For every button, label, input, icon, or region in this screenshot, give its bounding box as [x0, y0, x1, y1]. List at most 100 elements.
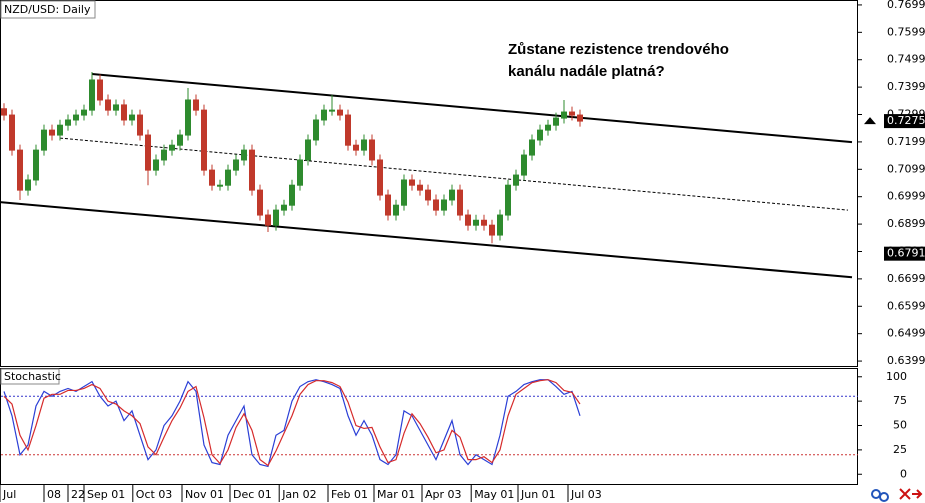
candle-body [153, 159, 159, 171]
candle-body [25, 179, 31, 191]
candle-body [441, 199, 447, 211]
candle-body [49, 129, 55, 136]
price-label: 0.6791 [887, 247, 925, 260]
candle-body [329, 109, 335, 112]
x-tick-label: Jul [2, 488, 16, 501]
candle-body [41, 129, 47, 151]
candle-body [17, 149, 23, 191]
y-tick-label: 0.6699 [887, 272, 925, 285]
candle-body [249, 149, 255, 191]
x-tick-label: Nov 01 [185, 488, 224, 501]
x-tick-label: Jul 03 [570, 488, 602, 501]
candle-body [281, 204, 287, 211]
candle-body [193, 99, 199, 111]
x-tick-label: 22 [71, 488, 85, 501]
candle-body [513, 174, 519, 186]
y-tick-label: 0.6499 [887, 327, 925, 340]
x-tick-label: Jun 01 [520, 488, 556, 501]
candle-body [9, 114, 15, 151]
candle-body [81, 109, 87, 116]
candle-body [209, 169, 215, 186]
candle-body [57, 124, 63, 136]
chart-title: NZD/USD: Daily [4, 3, 91, 16]
candle-body [345, 114, 351, 146]
x-tick-label: Dec 01 [233, 488, 272, 501]
x-tick-label: 08 [47, 488, 61, 501]
candle-body [217, 184, 223, 187]
candle-body [225, 169, 231, 186]
candle-body [449, 189, 455, 201]
y-tick-label: 0 [900, 467, 907, 480]
candle-body [161, 149, 167, 161]
candle-body [505, 184, 511, 216]
candle-body [177, 134, 183, 146]
x-tick-label: Sep 01 [87, 488, 125, 501]
x-tick-label: Feb 01 [331, 488, 368, 501]
toolbar-icons[interactable] [871, 488, 923, 502]
x-tick-label: Apr 03 [425, 488, 462, 501]
candle-body [369, 139, 375, 161]
candle-body [417, 184, 423, 191]
indicator-line [3, 379, 581, 468]
candle-body [337, 109, 343, 116]
candle-body [521, 154, 527, 176]
candle-body [169, 144, 175, 151]
candle-body [305, 139, 311, 161]
y-tick-label: 0.6399 [887, 354, 925, 367]
icon[interactable] [899, 488, 911, 500]
annotation: kanálu nadále platná? [508, 63, 665, 80]
main-panel [0, 0, 858, 367]
y-tick-label: 25 [893, 443, 907, 456]
y-tick-label: 0.6999 [887, 190, 925, 203]
candle-body [569, 111, 575, 116]
candle-body [257, 189, 263, 216]
candle-body [545, 124, 551, 131]
trendline [59, 137, 849, 211]
candle-body [473, 219, 479, 226]
candle-body [33, 149, 39, 181]
candle-body [425, 189, 431, 201]
indicator-title-box [0, 368, 60, 385]
candle-body [385, 194, 391, 216]
price-label-box [884, 246, 925, 261]
icon[interactable] [879, 492, 889, 502]
candle-body [89, 79, 95, 111]
y-tick-label: 0.7599 [887, 25, 925, 38]
y-tick-label: 0.7099 [887, 162, 925, 175]
y-tick-label: 50 [893, 419, 907, 432]
candle-body [97, 79, 103, 101]
indicator-panel [0, 368, 858, 485]
y-tick-label: 0.7699 [887, 0, 925, 11]
candle-body [489, 224, 495, 236]
price-marker [864, 117, 876, 125]
trendline [91, 72, 853, 144]
candle-body [137, 114, 143, 136]
y-tick-label: 0.6899 [887, 217, 925, 230]
icon[interactable] [912, 489, 923, 499]
candle-body [145, 134, 151, 171]
y-tick-label: 0.6599 [887, 299, 925, 312]
candle-body [129, 114, 135, 121]
price-label: 0.7275 [887, 114, 925, 127]
candle-body [201, 109, 207, 171]
candle-body [561, 111, 567, 119]
candle-body [241, 149, 247, 161]
candle-body [577, 114, 583, 122]
candle-body [73, 114, 79, 121]
y-tick-label: 100 [886, 370, 907, 383]
candle-body [457, 189, 463, 216]
candle-body [353, 144, 359, 151]
candle-body [537, 129, 543, 141]
candle-body [233, 159, 239, 171]
icon[interactable] [871, 489, 881, 499]
candle-body [465, 214, 471, 226]
candle-body [265, 214, 271, 226]
y-tick-label: 0.7199 [887, 135, 925, 148]
candle-body [1, 108, 7, 116]
candle-body [529, 139, 535, 156]
candle-body [553, 117, 559, 126]
candle-body [393, 204, 399, 216]
candle-body [313, 119, 319, 141]
candle-body [401, 179, 407, 206]
